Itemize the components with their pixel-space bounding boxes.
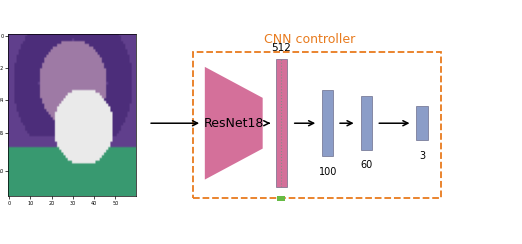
Bar: [277, 195, 284, 201]
Text: ResNet18: ResNet18: [204, 117, 264, 130]
Bar: [276, 59, 287, 187]
Bar: [417, 106, 428, 141]
Polygon shape: [205, 67, 263, 180]
Text: 3: 3: [419, 151, 425, 161]
Text: 100: 100: [318, 167, 337, 177]
Text: CNN controller: CNN controller: [264, 33, 355, 46]
Text: 60: 60: [360, 160, 372, 170]
Bar: [361, 96, 372, 150]
Text: 512: 512: [271, 43, 291, 53]
Bar: [322, 90, 334, 156]
Bar: [193, 52, 442, 198]
